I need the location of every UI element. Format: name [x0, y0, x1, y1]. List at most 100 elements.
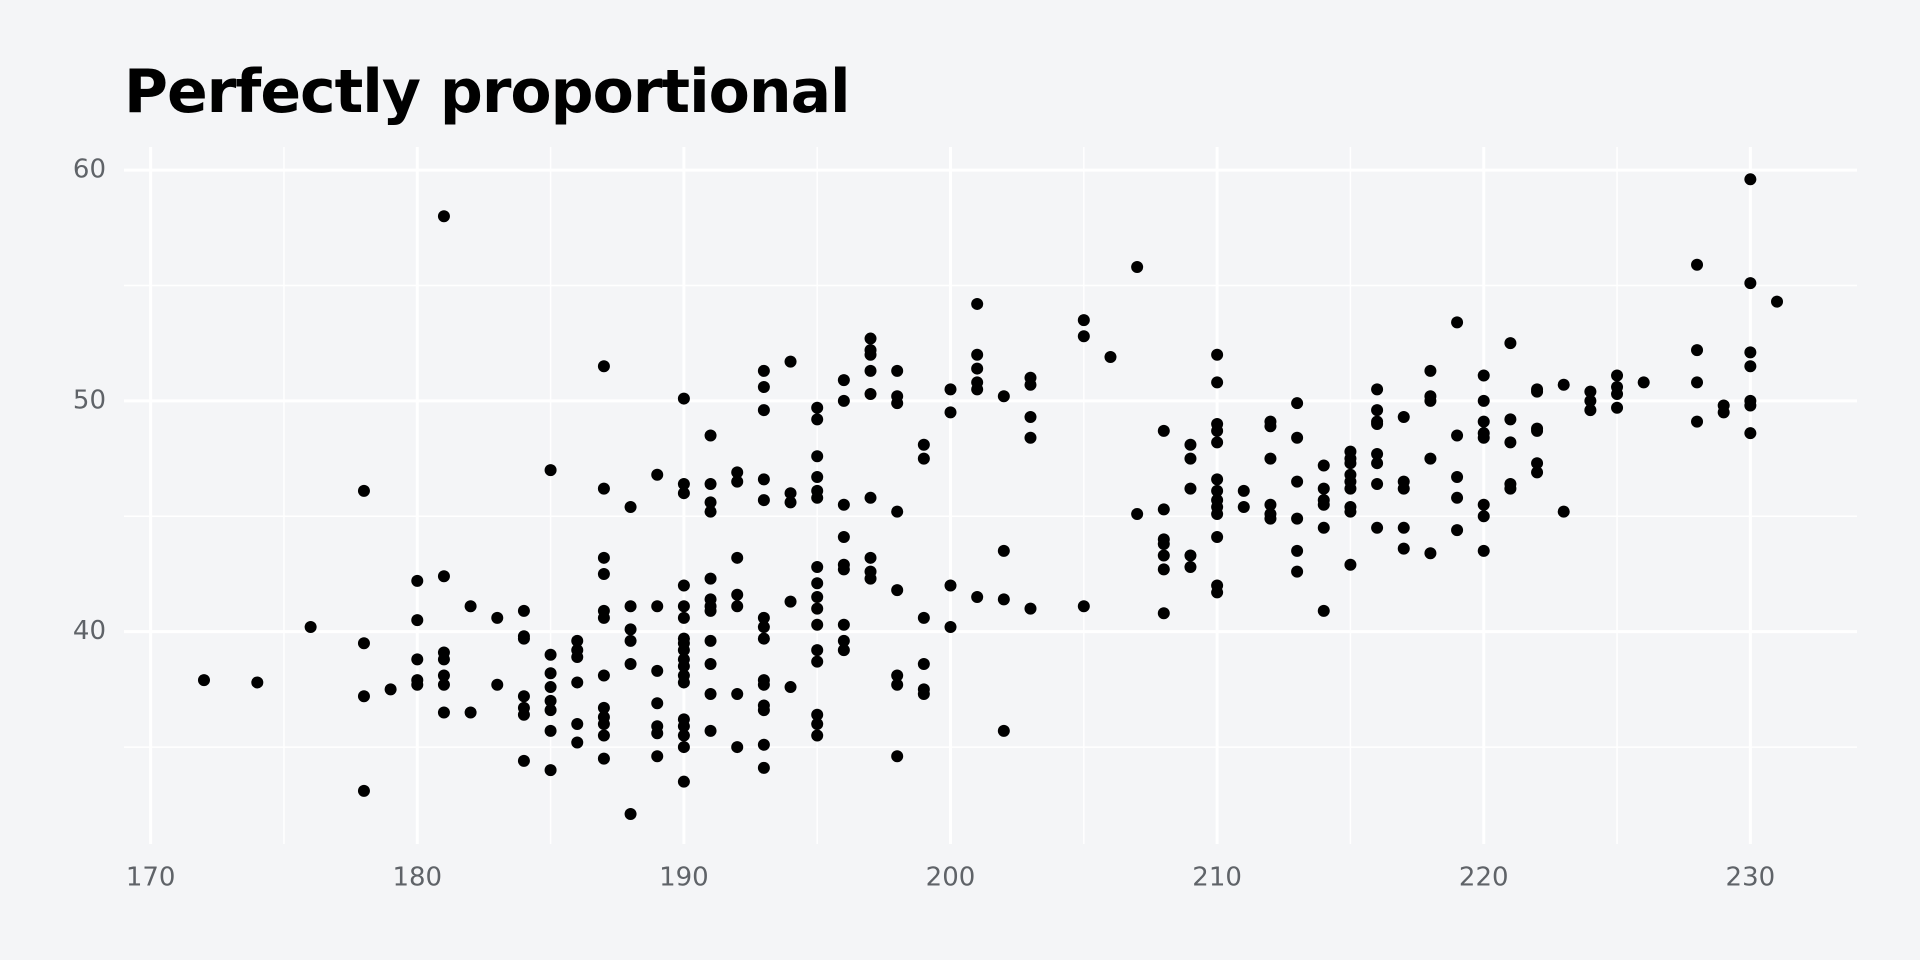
- point: [437, 210, 450, 223]
- point: [624, 501, 637, 514]
- point: [757, 611, 770, 624]
- point: [1504, 436, 1517, 449]
- point: [597, 482, 610, 495]
- point: [757, 678, 770, 691]
- point: [1424, 547, 1437, 560]
- point: [891, 505, 904, 518]
- point: [517, 754, 530, 767]
- point: [1451, 491, 1464, 504]
- point: [1344, 457, 1357, 470]
- point: [1371, 404, 1384, 417]
- point: [917, 657, 930, 670]
- point: [677, 611, 690, 624]
- point: [997, 724, 1010, 737]
- point: [784, 487, 797, 500]
- point: [1184, 549, 1197, 562]
- points: [197, 173, 1784, 820]
- x-tick-label: 210: [1192, 863, 1242, 893]
- point: [837, 634, 850, 647]
- point: [757, 738, 770, 751]
- point: [1771, 295, 1784, 308]
- point: [624, 600, 637, 613]
- point: [1104, 351, 1117, 364]
- point: [997, 544, 1010, 557]
- point: [491, 678, 504, 691]
- point: [1531, 466, 1544, 479]
- point: [917, 452, 930, 465]
- point: [624, 657, 637, 670]
- point: [1477, 394, 1490, 407]
- point: [1157, 503, 1170, 516]
- point: [864, 387, 877, 400]
- point: [1611, 369, 1624, 382]
- point: [971, 591, 984, 604]
- point: [1477, 544, 1490, 557]
- point: [1211, 348, 1224, 361]
- point: [1744, 360, 1757, 373]
- point: [1211, 531, 1224, 544]
- point: [757, 761, 770, 774]
- point: [597, 551, 610, 564]
- point: [784, 355, 797, 368]
- point: [1371, 457, 1384, 470]
- point: [837, 531, 850, 544]
- point: [944, 579, 957, 592]
- point: [864, 348, 877, 361]
- point: [1584, 404, 1597, 417]
- point: [1317, 459, 1330, 472]
- point: [757, 494, 770, 507]
- point: [1077, 600, 1090, 613]
- point: [624, 634, 637, 647]
- chart-title: Perfectly proportional: [124, 57, 850, 127]
- point: [437, 678, 450, 691]
- point: [1477, 369, 1490, 382]
- point: [731, 741, 744, 754]
- point: [1691, 344, 1704, 357]
- point: [677, 600, 690, 613]
- point: [597, 669, 610, 682]
- point: [704, 634, 717, 647]
- point: [811, 591, 824, 604]
- point: [811, 413, 824, 426]
- point: [1477, 415, 1490, 428]
- point: [757, 621, 770, 634]
- point: [677, 579, 690, 592]
- point: [1691, 415, 1704, 428]
- point: [1291, 431, 1304, 444]
- point: [811, 729, 824, 742]
- point: [571, 651, 584, 664]
- point: [1024, 602, 1037, 615]
- point: [731, 466, 744, 479]
- point: [1611, 401, 1624, 414]
- point: [917, 438, 930, 451]
- point: [304, 621, 317, 634]
- point: [757, 404, 770, 417]
- point: [597, 729, 610, 742]
- point: [517, 604, 530, 617]
- point: [1344, 482, 1357, 495]
- point: [1184, 438, 1197, 451]
- point: [704, 572, 717, 585]
- point: [1264, 498, 1277, 511]
- point: [864, 332, 877, 345]
- point: [1477, 510, 1490, 523]
- point: [891, 584, 904, 597]
- point: [1637, 376, 1650, 389]
- point: [1024, 378, 1037, 391]
- point: [1371, 417, 1384, 430]
- point: [1744, 399, 1757, 412]
- point: [864, 491, 877, 504]
- point: [971, 348, 984, 361]
- point: [811, 491, 824, 504]
- point: [944, 621, 957, 634]
- point: [1397, 521, 1410, 534]
- point: [677, 729, 690, 742]
- point: [597, 701, 610, 714]
- point: [811, 655, 824, 668]
- point: [1024, 411, 1037, 424]
- point: [651, 727, 664, 740]
- point: [1157, 607, 1170, 620]
- point: [757, 364, 770, 377]
- point: [811, 471, 824, 484]
